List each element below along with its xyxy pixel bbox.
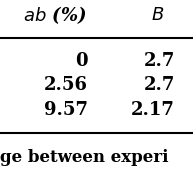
Text: ge between experi: ge between experi	[0, 150, 168, 167]
Text: $ab$ (%): $ab$ (%)	[23, 4, 87, 26]
Text: 2.17: 2.17	[131, 101, 175, 119]
Text: 2.56: 2.56	[44, 76, 88, 94]
Text: 9.57: 9.57	[44, 101, 88, 119]
Text: 2.7: 2.7	[144, 52, 175, 70]
Text: 0: 0	[75, 52, 88, 70]
Text: $B$: $B$	[151, 6, 165, 24]
Text: 2.7: 2.7	[144, 76, 175, 94]
